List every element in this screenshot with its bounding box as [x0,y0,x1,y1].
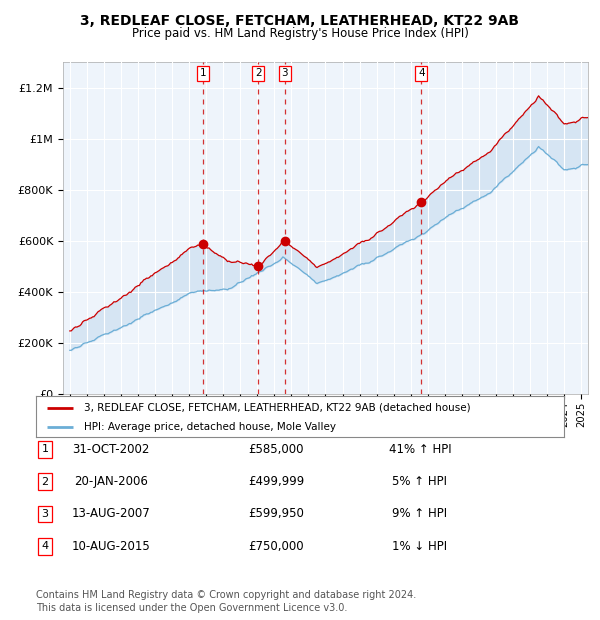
Text: 13-AUG-2007: 13-AUG-2007 [71,508,151,520]
Text: Price paid vs. HM Land Registry's House Price Index (HPI): Price paid vs. HM Land Registry's House … [131,27,469,40]
Text: 20-JAN-2006: 20-JAN-2006 [74,476,148,488]
Text: 3, REDLEAF CLOSE, FETCHAM, LEATHERHEAD, KT22 9AB: 3, REDLEAF CLOSE, FETCHAM, LEATHERHEAD, … [80,14,520,28]
Text: This data is licensed under the Open Government Licence v3.0.: This data is licensed under the Open Gov… [36,603,347,613]
Text: £750,000: £750,000 [248,540,304,552]
Text: 2: 2 [255,68,262,79]
Text: 5% ↑ HPI: 5% ↑ HPI [392,476,448,488]
Text: 3: 3 [41,509,49,519]
Text: 10-AUG-2015: 10-AUG-2015 [71,540,151,552]
Text: 1: 1 [200,68,206,79]
Text: 1: 1 [41,445,49,454]
Text: 1% ↓ HPI: 1% ↓ HPI [392,540,448,552]
Text: 2: 2 [41,477,49,487]
Text: Contains HM Land Registry data © Crown copyright and database right 2024.: Contains HM Land Registry data © Crown c… [36,590,416,600]
Text: £599,950: £599,950 [248,508,304,520]
Text: £499,999: £499,999 [248,476,304,488]
Text: £585,000: £585,000 [248,443,304,456]
Text: HPI: Average price, detached house, Mole Valley: HPI: Average price, detached house, Mole… [83,422,335,432]
Text: 9% ↑ HPI: 9% ↑ HPI [392,508,448,520]
Text: 3: 3 [281,68,288,79]
Text: 4: 4 [418,68,425,79]
Text: 4: 4 [41,541,49,551]
Text: 31-OCT-2002: 31-OCT-2002 [73,443,149,456]
Text: 41% ↑ HPI: 41% ↑ HPI [389,443,451,456]
Text: 3, REDLEAF CLOSE, FETCHAM, LEATHERHEAD, KT22 9AB (detached house): 3, REDLEAF CLOSE, FETCHAM, LEATHERHEAD, … [83,402,470,413]
